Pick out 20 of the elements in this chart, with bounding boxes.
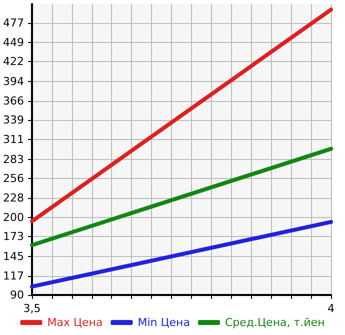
x-tick-label: 3,5 bbox=[23, 302, 41, 315]
y-tick-label: 117 bbox=[3, 270, 24, 283]
y-tick-label: 422 bbox=[3, 55, 24, 68]
legend-label: Max Цена bbox=[47, 316, 103, 329]
y-tick-label: 394 bbox=[3, 74, 24, 88]
y-tick-label: 311 bbox=[3, 133, 24, 146]
y-tick-label: 228 bbox=[3, 192, 24, 204]
y-tick-label: 256 bbox=[3, 172, 24, 185]
y-tick-label: 173 bbox=[3, 230, 24, 244]
y-tick-label: 449 bbox=[3, 36, 24, 50]
y-tick-label: 90 bbox=[10, 288, 24, 302]
y-tick-label: 200 bbox=[3, 211, 24, 224]
y-tick-label: 477 bbox=[3, 16, 24, 30]
y-tick-label: 283 bbox=[3, 152, 24, 166]
x-tick-label: 4 bbox=[328, 302, 334, 315]
y-tick-label: 366 bbox=[3, 94, 24, 108]
y-tick-label: 145 bbox=[3, 250, 24, 263]
legend-label: Сред.Цена, т.йен bbox=[224, 316, 325, 329]
y-tick-label: 339 bbox=[3, 113, 24, 126]
legend-label: Min Цена bbox=[138, 316, 190, 329]
